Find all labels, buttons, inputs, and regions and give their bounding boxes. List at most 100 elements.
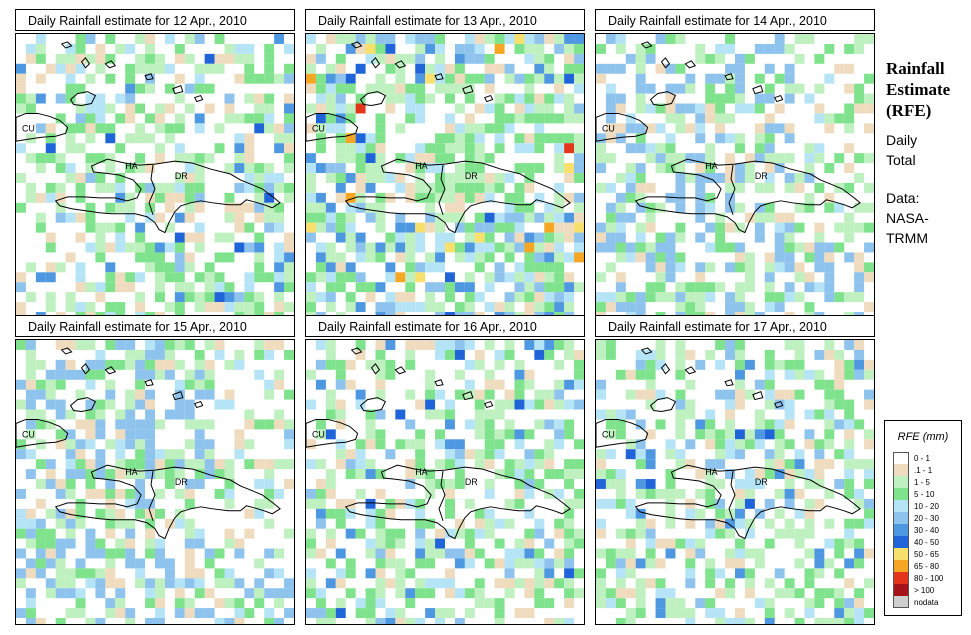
rainfall-cell [125, 419, 136, 430]
rainfall-cell [596, 459, 606, 470]
rainfall-cell [274, 262, 285, 273]
rainfall-cell [645, 548, 656, 559]
rainfall-cell [824, 202, 835, 213]
rainfall-cell [615, 34, 626, 44]
rainfall-cell [395, 73, 406, 84]
rainfall-cell [524, 588, 535, 599]
rainfall-cell [655, 202, 666, 213]
rainfall-cell [764, 202, 775, 213]
rainfall-cell [244, 302, 255, 313]
rainfall-cell [335, 232, 346, 243]
rainfall-cell [425, 192, 436, 203]
rainfall-cell [764, 389, 775, 400]
rainfall-cell [445, 488, 455, 499]
rainfall-cell [274, 598, 285, 609]
rainfall-cell [85, 113, 96, 124]
island-coastline [684, 60, 697, 69]
rainfall-cell [284, 578, 294, 589]
rainfall-cell [194, 528, 205, 539]
rainfall-cell [375, 123, 386, 134]
rainfall-cell [685, 379, 696, 390]
rainfall-cell [764, 282, 775, 293]
rainfall-cell [174, 409, 185, 420]
rainfall-cell [284, 252, 294, 263]
rainfall-cell [814, 282, 825, 293]
rainfall-cell [784, 528, 795, 539]
rainfall-cell [464, 113, 475, 124]
rainfall-cell [145, 340, 155, 350]
rainfall-cell [854, 34, 865, 44]
rainfall-cell [705, 409, 716, 420]
rainfall-cell [675, 292, 686, 303]
rainfall-cell [355, 133, 366, 144]
rainfall-cell [655, 578, 666, 589]
rainfall-cell [564, 518, 575, 529]
rainfall-cell [844, 143, 855, 154]
rainfall-cell [85, 538, 96, 549]
rainfall-cell [105, 133, 116, 144]
rainfall-cell [125, 272, 136, 283]
rainfall-cell [544, 389, 555, 400]
rainfall-cell [854, 43, 865, 54]
rainfall-cell [25, 389, 36, 400]
rainfall-cell [274, 409, 285, 420]
rainfall-cell [735, 349, 745, 360]
rainfall-cell [596, 272, 606, 283]
rainfall-cell [234, 53, 245, 64]
rainfall-cell [75, 439, 86, 450]
rainfall-cell [355, 302, 366, 313]
rainfall-cell [744, 578, 755, 589]
sidebar-total: Total [886, 152, 916, 168]
rainfall-cell [615, 173, 626, 183]
legend-label: 65 - 80 [914, 561, 939, 571]
rainfall-cell [194, 608, 205, 619]
rainfall-cell [625, 548, 636, 559]
rainfall-cell [224, 202, 235, 213]
rainfall-cell [194, 242, 205, 253]
rainfall-cell [315, 498, 326, 509]
rainfall-cell [204, 272, 215, 283]
rainfall-cell [155, 508, 165, 519]
rainfall-cell [675, 409, 686, 420]
rainfall-cell [335, 568, 346, 579]
label-cu: CU [22, 123, 35, 133]
rainfall-cell [725, 528, 735, 539]
legend-item: nodata [893, 596, 943, 608]
rainfall-cell [544, 598, 555, 609]
rainfall-cell [164, 349, 175, 360]
rainfall-cell [715, 498, 726, 509]
rainfall-cell [834, 359, 845, 370]
rainfall-cell [764, 379, 775, 390]
rainfall-cell [834, 399, 845, 410]
rainfall-cell [194, 292, 205, 303]
rainfall-cell [764, 43, 775, 54]
rainfall-cell [524, 113, 535, 124]
rainfall-cell [735, 618, 745, 624]
rainfall-cell [445, 409, 455, 420]
rainfall-cell [435, 548, 445, 559]
rainfall-cell [685, 292, 696, 303]
rainfall-cell [395, 182, 406, 193]
rainfall-cell [345, 73, 356, 84]
rainfall-cell [695, 202, 706, 213]
rainfall-cell [814, 182, 825, 193]
rainfall-cell [284, 459, 294, 470]
rainfall-cell [665, 133, 676, 144]
rainfall-cell [105, 568, 116, 579]
label-ha: HA [415, 161, 427, 171]
rainfall-cell [135, 163, 146, 174]
rainfall-cell [135, 242, 146, 253]
rainfall-cell [405, 182, 416, 193]
rainfall-cell [645, 292, 656, 303]
rainfall-cell [824, 123, 835, 134]
rainfall-cell [85, 479, 96, 489]
rainfall-cell [645, 479, 656, 489]
rainfall-cell [635, 369, 646, 380]
rainfall-cell [645, 252, 656, 263]
rainfall-cell [115, 173, 126, 183]
rainfall-cell [454, 192, 465, 203]
rainfall-cell [645, 43, 656, 54]
rainfall-cell [125, 340, 136, 350]
rainfall-cell [184, 409, 195, 420]
rainfall-cell [675, 488, 686, 499]
